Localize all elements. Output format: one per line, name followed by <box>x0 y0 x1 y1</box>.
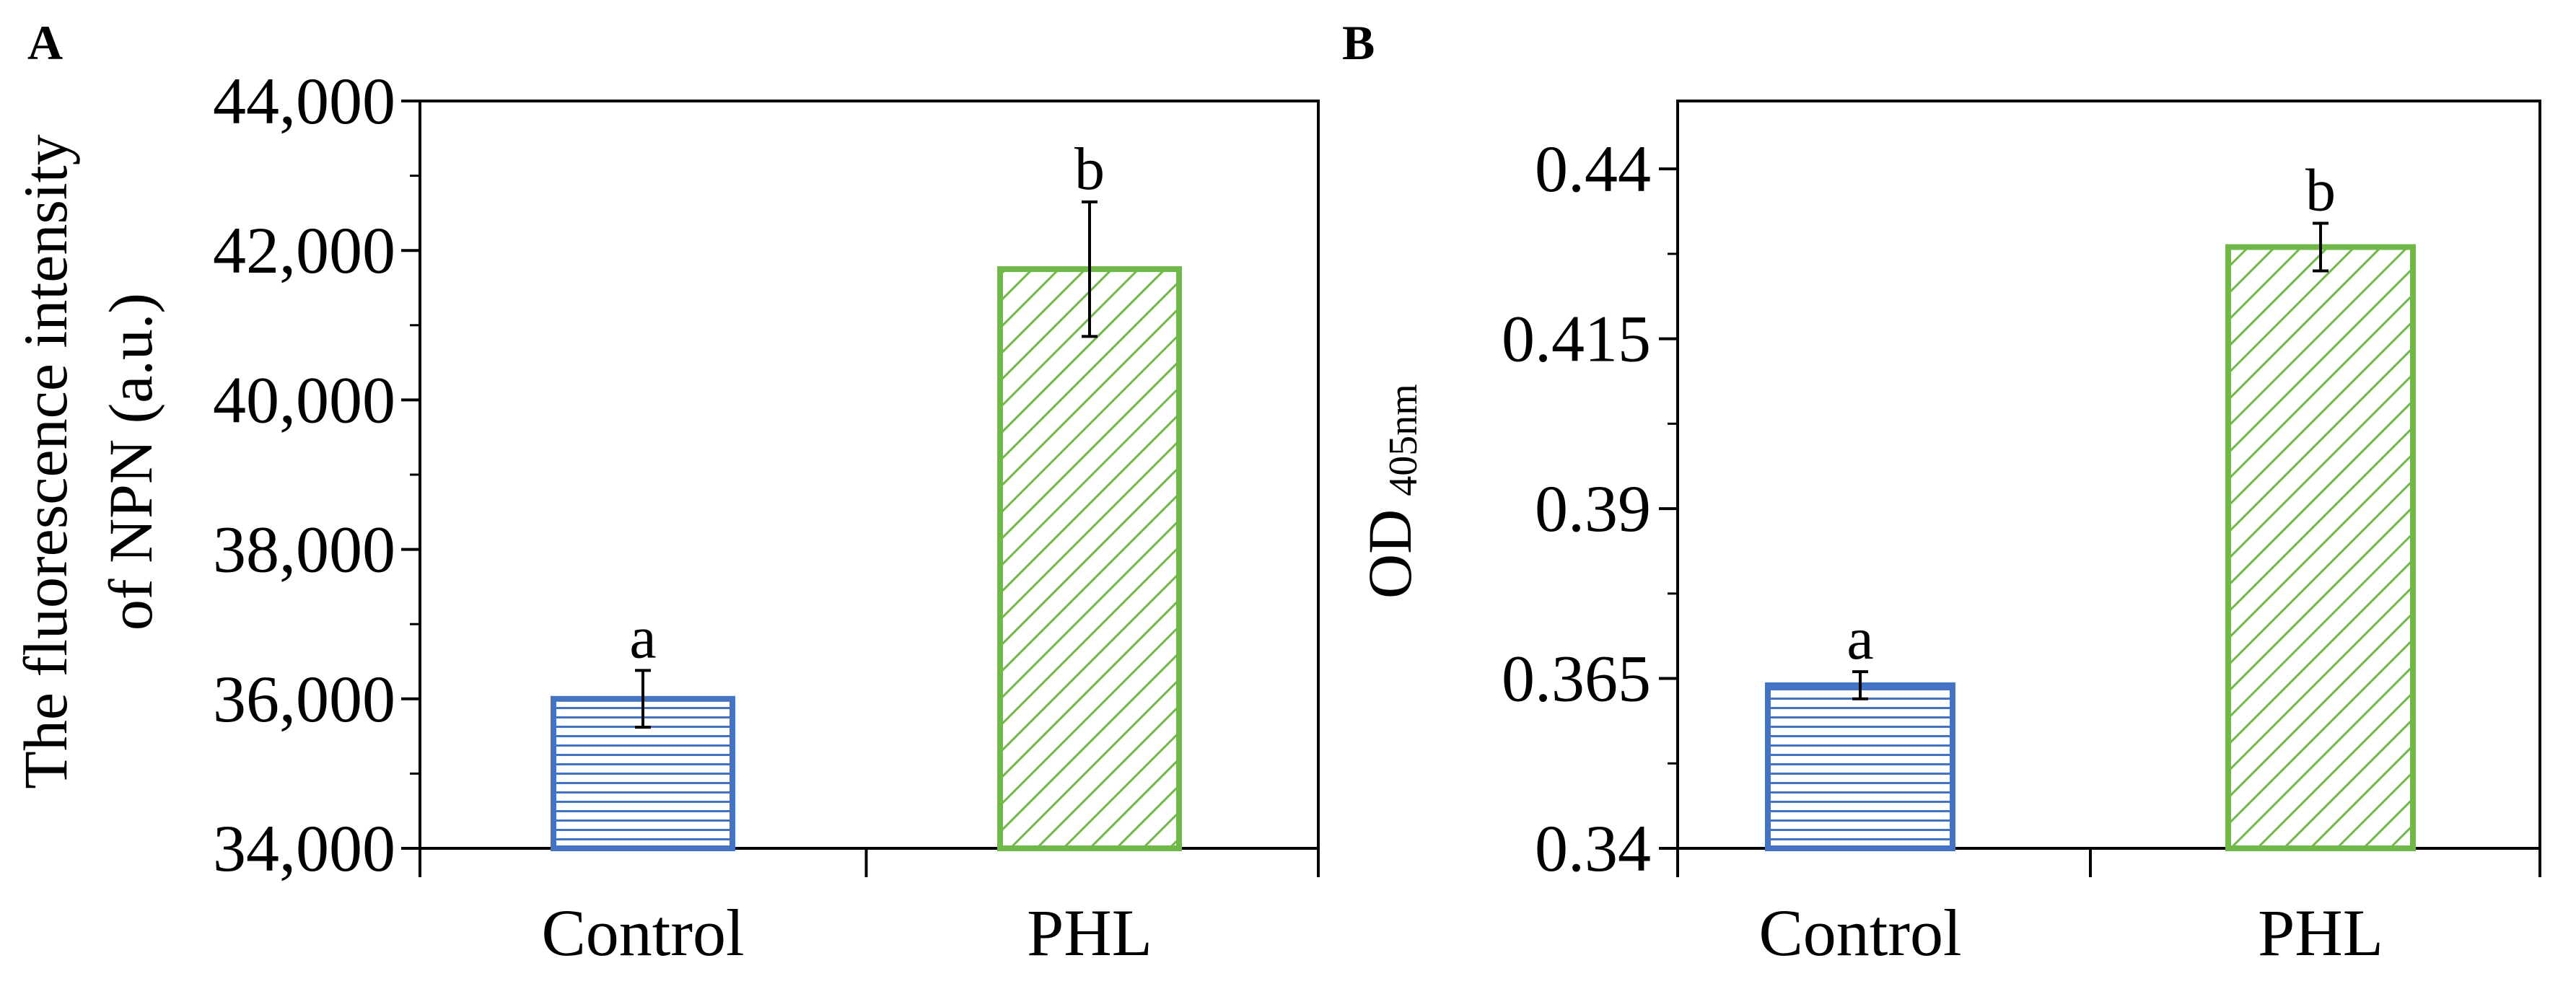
panel-label-a: A <box>27 15 63 70</box>
y-axis-label-a-line1: The fluorescence intensity <box>11 134 80 788</box>
y-tick-label-b: 0.44 <box>1535 132 1651 206</box>
y-tick-label-b: 0.415 <box>1502 302 1651 376</box>
bar-phl-b <box>2225 244 2416 851</box>
y-tick-label-b: 0.365 <box>1502 642 1651 716</box>
plot-frame-b <box>1676 100 2541 850</box>
y-tick-label-a: 38,000 <box>213 513 395 586</box>
x-category-label-phl-a: PHL <box>1027 896 1152 970</box>
significance-letter-phl-b: b <box>2305 157 2336 224</box>
plot-area-b: 0.34 0.365 0.39 0.415 0.44 a Control b PHL <box>1502 100 2541 970</box>
significance-letter-control-a: a <box>629 604 656 671</box>
x-category-label-phl-b: PHL <box>2258 896 2383 970</box>
y-axis-label-b: OD 405nm <box>1355 384 1426 599</box>
panel-a: A The fluorescence intensity of NPN (a.u… <box>11 15 1320 970</box>
y-tick-label-b: 0.39 <box>1535 472 1651 545</box>
y-tick-label-a: 42,000 <box>213 214 395 287</box>
significance-letter-phl-a: b <box>1074 136 1105 203</box>
bar-control-b <box>1765 682 1955 851</box>
y-tick-label-b: 0.34 <box>1535 812 1651 885</box>
y-axis-label-b-main: OD <box>1355 509 1424 599</box>
x-category-label-control-b: Control <box>1758 896 1961 970</box>
panel-label-b: B <box>1342 15 1375 70</box>
x-category-label-control-a: Control <box>541 896 744 970</box>
panel-b: B OD 405nm 0.34 0.365 0.39 0.415 0.44 a Control… <box>1342 15 2541 970</box>
y-axis-label-b-sub: 405nm <box>1381 384 1426 496</box>
y-tick-label-a: 36,000 <box>213 662 395 736</box>
significance-letter-control-b: a <box>1846 605 1873 672</box>
y-tick-label-a: 40,000 <box>213 363 395 436</box>
plot-area-a: 34,000 36,000 38,000 40,000 42,000 44,000 a Con… <box>213 64 1320 970</box>
y-axis-label-a-line2: of NPN (a.u.) <box>96 293 165 630</box>
y-tick-label-a: 34,000 <box>213 812 395 885</box>
bar-phl-a <box>997 266 1182 852</box>
y-tick-label-a: 44,000 <box>213 64 395 138</box>
